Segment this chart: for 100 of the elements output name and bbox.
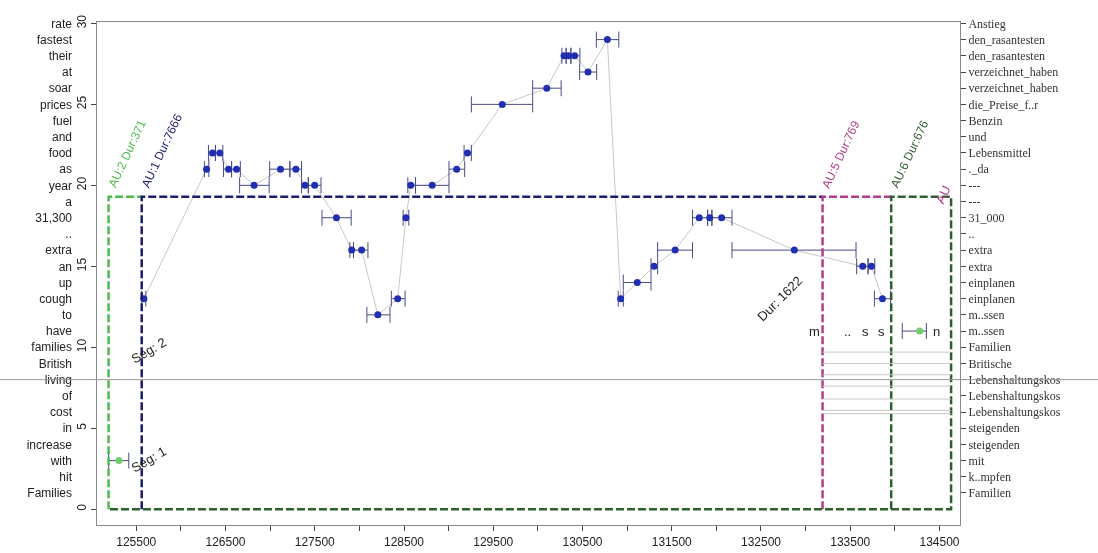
- point: [498, 100, 506, 108]
- point: [301, 181, 309, 189]
- y-tick-label: 10: [75, 338, 90, 353]
- category-label: with: [50, 453, 72, 468]
- category-label: verzeichnet_haben: [968, 65, 1059, 80]
- point: [718, 214, 726, 222]
- point: [250, 181, 258, 189]
- category-label: Anstieg: [968, 16, 1006, 31]
- category-label: Familien: [968, 486, 1012, 501]
- annotation: AU: [932, 183, 954, 206]
- point: [671, 246, 679, 254]
- category-label: fuel: [52, 113, 72, 128]
- category-label: ---: [968, 178, 981, 193]
- x-tick-label: 132500: [740, 534, 782, 549]
- category-label: steigenden: [968, 437, 1020, 452]
- x-tick-label: 131500: [651, 534, 693, 549]
- category-label: prices: [39, 97, 72, 112]
- annotation: m: [809, 324, 820, 339]
- y-tick-label: 5: [75, 422, 90, 430]
- category-label: einplanen: [968, 275, 1016, 290]
- category-label: rate: [51, 16, 72, 31]
- category-label: their: [48, 49, 72, 64]
- x-tick-label: 130500: [562, 534, 603, 549]
- point: [374, 311, 382, 319]
- category-label: 31,300: [35, 210, 72, 225]
- category-label: m..ssen: [968, 308, 1005, 323]
- point: [358, 246, 366, 254]
- category-label: ._da: [968, 162, 989, 177]
- category-label: k..mpfen: [968, 469, 1012, 484]
- category-label: British: [38, 356, 72, 371]
- point: [332, 214, 340, 222]
- annotation: s: [878, 324, 885, 339]
- category-label: Lebenshaltungskos: [968, 389, 1061, 404]
- point: [463, 149, 471, 157]
- point: [348, 246, 356, 254]
- annotation: Seg: 2: [128, 334, 169, 367]
- point: [292, 165, 300, 173]
- category-label: as: [59, 162, 72, 177]
- annotation: ..: [844, 324, 852, 339]
- point: [706, 214, 714, 222]
- category-label: Families: [27, 486, 72, 501]
- category-label: extra: [45, 243, 72, 258]
- point: [216, 149, 224, 157]
- y-tick-label: 30: [75, 14, 90, 29]
- category-label: die_Preise_f..r: [968, 97, 1039, 112]
- category-label: m..ssen: [968, 324, 1005, 339]
- category-label: an: [58, 259, 72, 274]
- point: [878, 295, 886, 303]
- y-tick-label: 15: [75, 257, 90, 272]
- category-label: Familien: [968, 340, 1012, 355]
- point: [867, 262, 875, 270]
- category-label: mit: [968, 453, 985, 468]
- point: [584, 68, 592, 76]
- point: [402, 214, 410, 222]
- y-tick-label: 25: [75, 95, 90, 110]
- x-tick-label: 127500: [294, 534, 336, 549]
- category-label: den_rasantesten: [968, 49, 1046, 64]
- annotation: Seg: 1: [128, 443, 169, 476]
- x-tick-label: 128500: [383, 534, 425, 549]
- category-label: ..: [65, 227, 72, 242]
- category-label: up: [58, 275, 72, 290]
- y-tick-label: 20: [75, 176, 90, 191]
- category-label: 31_000: [968, 210, 1005, 225]
- x-tick-label: 126500: [205, 534, 246, 549]
- point: [790, 246, 798, 254]
- category-label: living: [44, 372, 72, 387]
- x-tick-label: 125500: [116, 534, 157, 549]
- point: [543, 84, 551, 92]
- category-label: have: [45, 324, 72, 339]
- x-tick-label: 129500: [473, 534, 514, 549]
- category-label: food: [48, 146, 72, 161]
- point: [407, 181, 415, 189]
- category-label: and: [51, 129, 72, 144]
- category-label: Lebenshaltungskos: [968, 405, 1061, 420]
- category-label: verzeichnet_haben: [968, 81, 1059, 96]
- annotation: s: [862, 324, 869, 339]
- category-label: cost: [49, 405, 72, 420]
- y-tick-label: 0: [75, 503, 90, 511]
- category-label: increase: [26, 437, 72, 452]
- category-label: extra: [968, 259, 993, 274]
- point: [695, 214, 703, 222]
- category-label: steigenden: [968, 421, 1020, 436]
- annotation: n: [933, 324, 941, 339]
- category-label: at: [61, 65, 72, 80]
- point: [859, 262, 867, 270]
- category-label: a: [65, 194, 72, 209]
- category-label: families: [31, 340, 72, 355]
- category-label: Benzin: [968, 113, 1003, 128]
- category-label: den_rasantesten: [968, 32, 1046, 47]
- point: [617, 295, 625, 303]
- category-label: ---: [968, 194, 981, 209]
- category-label: year: [48, 178, 72, 193]
- category-label: ..: [968, 227, 975, 242]
- category-label: of: [61, 389, 72, 404]
- category-label: Lebenshaltungskos: [968, 372, 1061, 387]
- x-tick-label: 133500: [830, 534, 871, 549]
- category-label: einplanen: [968, 291, 1016, 306]
- point: [571, 52, 579, 60]
- point: [603, 36, 611, 44]
- point: [428, 181, 436, 189]
